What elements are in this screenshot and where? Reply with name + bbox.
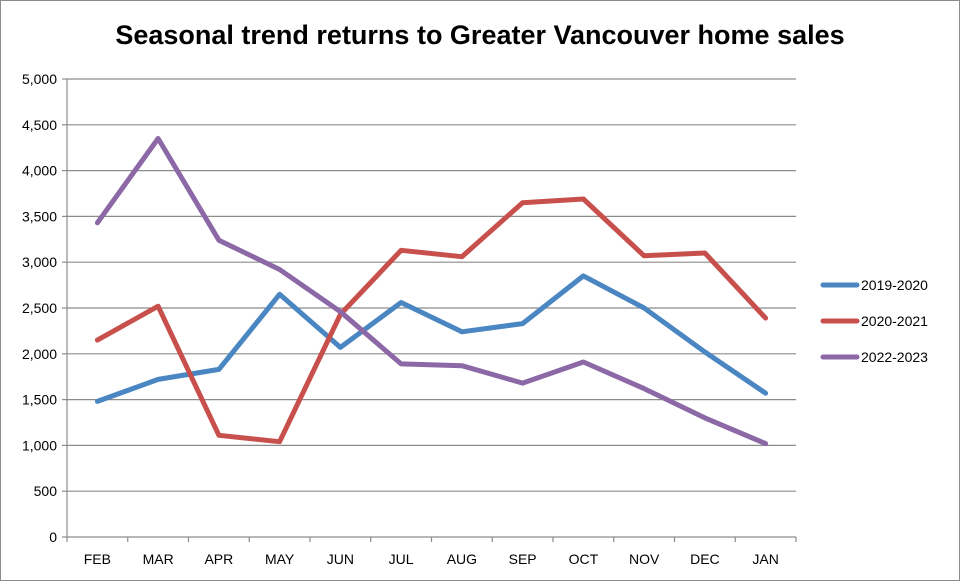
chart-title: Seasonal trend returns to Greater Vancou… (115, 20, 845, 50)
x-tick-label: NOV (629, 551, 660, 567)
y-tick-label: 3,500 (22, 208, 57, 224)
legend-label: 2022-2023 (861, 349, 928, 365)
legend-label: 2019-2020 (861, 277, 928, 293)
x-tick-label: SEP (509, 551, 537, 567)
legend: 2019-2020 2020-2021 2022-2023 (820, 277, 928, 365)
y-tick-label: 4,000 (22, 163, 57, 179)
x-tick-label: MAR (143, 551, 174, 567)
x-tick-label: DEC (690, 551, 720, 567)
y-tick-label: 1,500 (22, 392, 57, 408)
gridlines (67, 78, 796, 492)
y-tick-label: 2,500 (22, 300, 57, 316)
y-tick-label: 4,500 (22, 117, 57, 133)
y-tick-label: 5,000 (22, 71, 57, 87)
y-tick-label: 500 (34, 483, 58, 499)
y-tick-label: 3,000 (22, 254, 57, 270)
x-tick-label: APR (204, 551, 233, 567)
x-tick-label: MAY (265, 551, 295, 567)
legend-label: 2020-2021 (861, 313, 928, 329)
y-tick-label: 0 (49, 529, 57, 545)
y-tick-label: 1,000 (22, 437, 57, 453)
y-tick-label: 2,000 (22, 346, 57, 362)
x-tick-label: FEB (84, 551, 111, 567)
series-lines (94, 136, 769, 447)
series-line-2019-2020 (94, 273, 769, 404)
x-tick-label: JAN (752, 551, 778, 567)
x-tick-label: AUG (447, 551, 477, 567)
x-tick-label: OCT (569, 551, 599, 567)
axes: 0 500 1,000 1,500 2,000 2,500 3,000 3,500 4,000 4… (22, 71, 797, 567)
series-line-2022-2023 (94, 136, 769, 447)
x-tick-label: JUL (389, 551, 414, 567)
series-line-2020-2021 (94, 196, 769, 445)
x-tick-label: JUN (327, 551, 354, 567)
